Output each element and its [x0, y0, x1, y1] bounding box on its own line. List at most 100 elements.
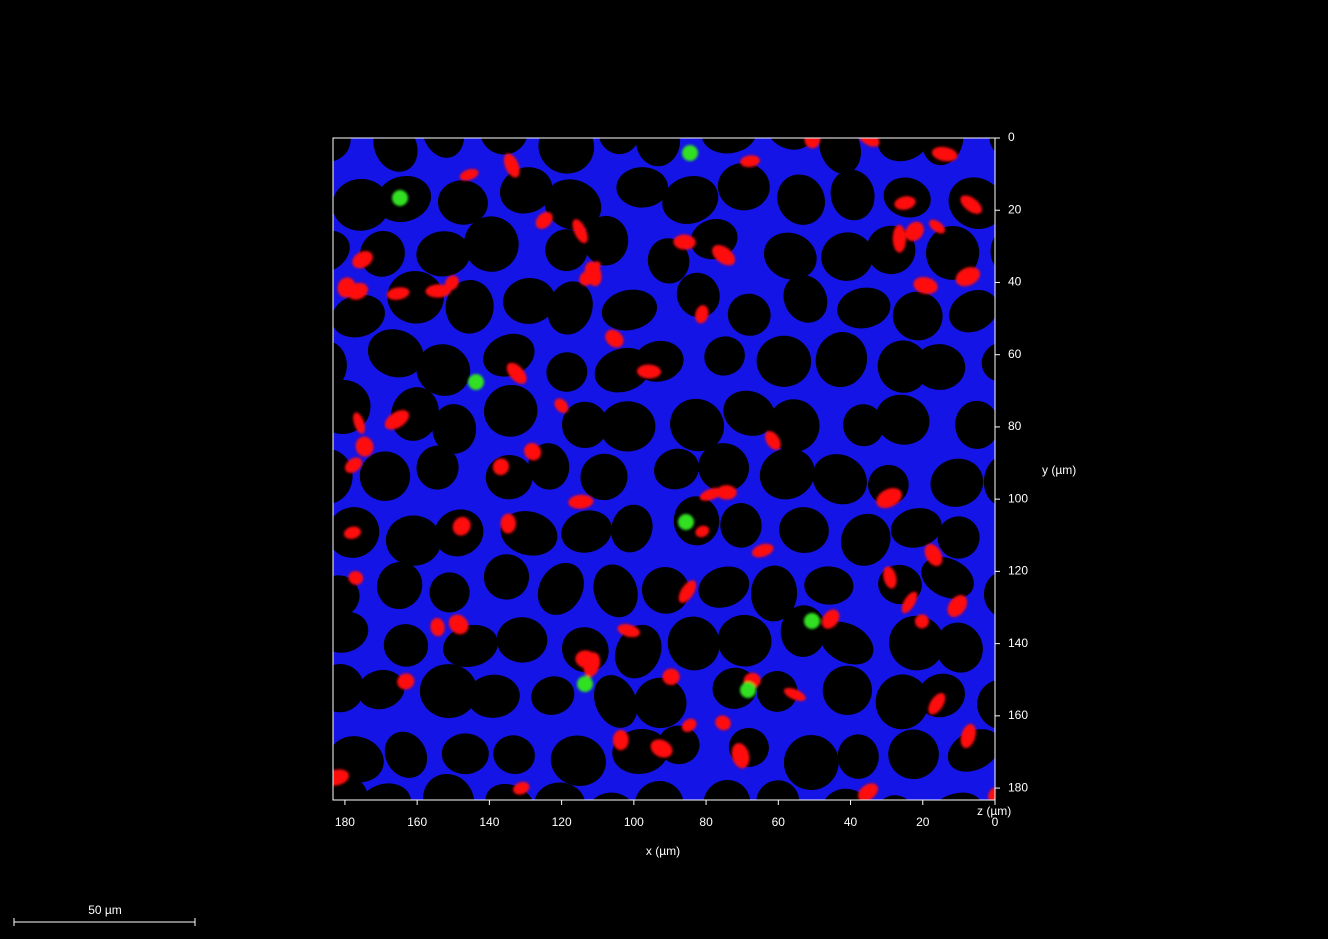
y-tick-label: 80 [1008, 419, 1022, 433]
x-tick-label: 40 [844, 815, 858, 829]
fiber [875, 394, 930, 445]
fiber [822, 665, 873, 716]
fiber [662, 176, 719, 224]
fiber [759, 448, 815, 500]
nucleus [492, 458, 510, 476]
fiber [333, 611, 369, 653]
fiber [698, 566, 750, 608]
nucleus [459, 168, 479, 181]
fiber [499, 167, 553, 214]
fiber [977, 679, 995, 730]
fiber [376, 561, 423, 610]
fiber [503, 278, 556, 324]
y-tick-label: 120 [1008, 564, 1028, 578]
nucleus [343, 526, 361, 539]
fiber [890, 508, 942, 548]
nucleus [535, 211, 553, 229]
fiber [779, 507, 829, 554]
fiber [837, 287, 891, 329]
fiber [875, 674, 929, 730]
nucleus [960, 195, 982, 214]
nucleus [572, 219, 588, 244]
fiber [937, 516, 980, 559]
fiber [703, 779, 751, 800]
fiber [561, 401, 608, 449]
nucleus [344, 457, 363, 473]
fiber [550, 735, 606, 786]
fiber [545, 229, 588, 272]
nucleus [928, 692, 946, 715]
nucleus [857, 783, 878, 800]
nucleus [605, 329, 624, 348]
fiber [812, 454, 867, 505]
nucleus [751, 543, 774, 558]
fiber [841, 513, 891, 566]
fiber [384, 731, 428, 778]
fiber [333, 449, 353, 504]
fiber [333, 230, 350, 275]
nucleus [712, 245, 736, 266]
nucleus [699, 487, 723, 501]
fiber [561, 510, 612, 553]
fiber [598, 138, 640, 155]
fiber [720, 503, 762, 548]
fiber [333, 340, 347, 393]
nucleus [947, 595, 968, 617]
fiber [333, 575, 360, 617]
nucleus [662, 668, 680, 686]
fiber [373, 138, 418, 172]
fiber [935, 622, 983, 673]
fiber [777, 174, 825, 225]
fiber [756, 671, 798, 712]
green-cell [577, 676, 593, 692]
fiber [531, 676, 575, 715]
nucleus [452, 516, 471, 536]
fiber [783, 735, 839, 790]
nucleus [397, 673, 415, 690]
fiber [877, 340, 929, 393]
fiber [583, 215, 629, 266]
fiber [496, 617, 548, 663]
fiber [387, 271, 444, 324]
y-tick-label: 180 [1008, 780, 1028, 794]
fiber [416, 344, 471, 396]
fiber [360, 783, 411, 800]
micrograph [333, 138, 995, 800]
fiber [422, 773, 475, 800]
fiber [763, 232, 817, 280]
fiber [416, 445, 459, 490]
x-tick-label: 20 [916, 815, 930, 829]
fiber [635, 138, 681, 167]
fiber [601, 289, 658, 331]
fiber [464, 216, 519, 272]
fiber [547, 281, 593, 335]
fiber [843, 404, 884, 447]
fiber [676, 272, 720, 318]
fiber [704, 336, 745, 376]
fiber [756, 335, 812, 387]
fiber [611, 504, 653, 553]
fiber [432, 404, 477, 454]
y-tick-label: 140 [1008, 636, 1028, 650]
z-axis-label: z (µm) [977, 804, 1011, 818]
nucleus [583, 652, 601, 677]
nucleus [955, 267, 981, 287]
fiber [359, 451, 411, 501]
nucleus [892, 224, 907, 253]
nucleus [695, 525, 710, 538]
nucleus [353, 412, 366, 434]
fiber [647, 238, 690, 284]
nucleus [333, 769, 349, 786]
fiber [820, 621, 874, 665]
nucleus [931, 146, 958, 162]
nucleus [430, 617, 445, 637]
nucleus [352, 250, 373, 269]
scale-bar-label: 50 µm [88, 903, 122, 917]
fiber [546, 352, 588, 392]
fiber [416, 231, 471, 277]
fiber [616, 167, 669, 208]
fiber [634, 780, 684, 800]
fiber [815, 332, 868, 388]
fiber [419, 664, 478, 719]
